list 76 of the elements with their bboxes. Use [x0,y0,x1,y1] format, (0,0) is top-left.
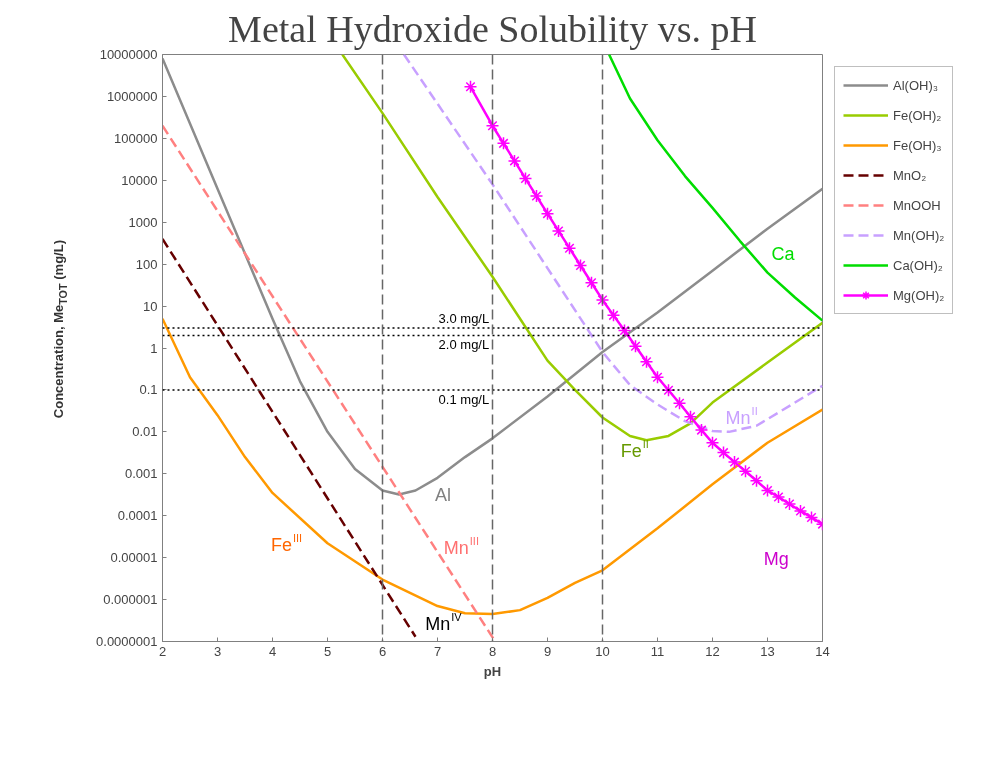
x-tick-label: 9 [543,643,552,659]
y-tick-label: 10000000 [99,47,158,62]
y-tick-label: 0.001 [124,466,158,482]
x-axis-title: pH [483,663,502,679]
point [749,474,764,488]
point [683,409,698,424]
x-tick-label: 12 [705,643,720,659]
x-tick-label: 2 [158,643,167,659]
y-tick-label: 100 [135,256,158,272]
point [562,241,577,255]
y-tick-label: 0.01 [132,424,158,440]
annotation: Mg [763,549,789,570]
point [529,189,544,203]
ref-line-label: 2.0 mg/L [438,337,490,353]
ref-line-label: 0.1 mg/L [438,391,490,407]
point [485,118,500,133]
point [573,258,588,273]
x-tick-label: 14 [815,643,830,659]
legend-label: Fe(OH)₂ [893,107,942,123]
legend-label: Mg(OH)₂ [893,287,945,303]
point [661,383,676,398]
point [672,396,687,411]
legend-label: MnO₂ [893,167,927,183]
legend-label: Al(OH)₃ [893,77,939,93]
x-tick-label: 10 [595,643,610,659]
x-tick-label: 7 [433,643,442,659]
point [650,370,665,385]
point [606,308,621,323]
point [771,490,786,504]
point [793,504,808,518]
ref-line-label: 3.0 mg/L [438,310,490,326]
point [617,323,632,338]
point [760,483,775,498]
point [716,445,731,460]
y-tick-label: 0.00001 [110,550,158,566]
annotation: Ca [771,244,796,265]
legend-label: Ca(OH)₂ [893,257,943,273]
point [628,339,643,354]
x-tick-label: 8 [488,643,497,659]
point [782,497,797,511]
line-series [607,54,823,322]
x-tick-label: 13 [760,643,775,659]
legend-label: MnOOH [893,197,941,213]
point [584,276,599,290]
x-tick-label: 3 [213,643,222,659]
point [727,455,742,469]
x-tick-label: 4 [268,643,277,659]
point [551,224,566,238]
point [595,293,610,307]
x-tick-label: 6 [378,643,387,659]
chart-title: Metal Hydroxide Solubility vs. pH [228,7,757,50]
point [738,464,753,478]
point [496,136,511,151]
y-tick-label: 1000 [128,214,158,230]
legend-label: Fe(OH)₃ [893,137,942,153]
point [540,206,555,221]
point [463,80,478,94]
annotation: Al [435,484,452,505]
y-tick-label: 0.1 [139,382,158,398]
point [507,154,522,168]
x-tick-label: 11 [650,643,665,659]
y-tick-label: 1000000 [106,88,158,104]
x-tick-label: 5 [323,643,332,659]
y-tick-label: 10 [143,298,158,314]
y-tick-label: 0.000001 [103,592,158,608]
y-tick-label: 1 [150,340,158,356]
point [804,510,819,525]
legend-label: Mn(OH)₂ [893,227,945,243]
y-tick-label: 0.0000001 [96,634,158,649]
point [705,435,720,450]
y-tick-label: 100000 [114,130,158,146]
y-tick-label: 10000 [121,172,158,188]
point [639,355,654,369]
y-tick-label: 0.0001 [117,508,158,524]
point [694,423,709,437]
point [518,171,533,186]
